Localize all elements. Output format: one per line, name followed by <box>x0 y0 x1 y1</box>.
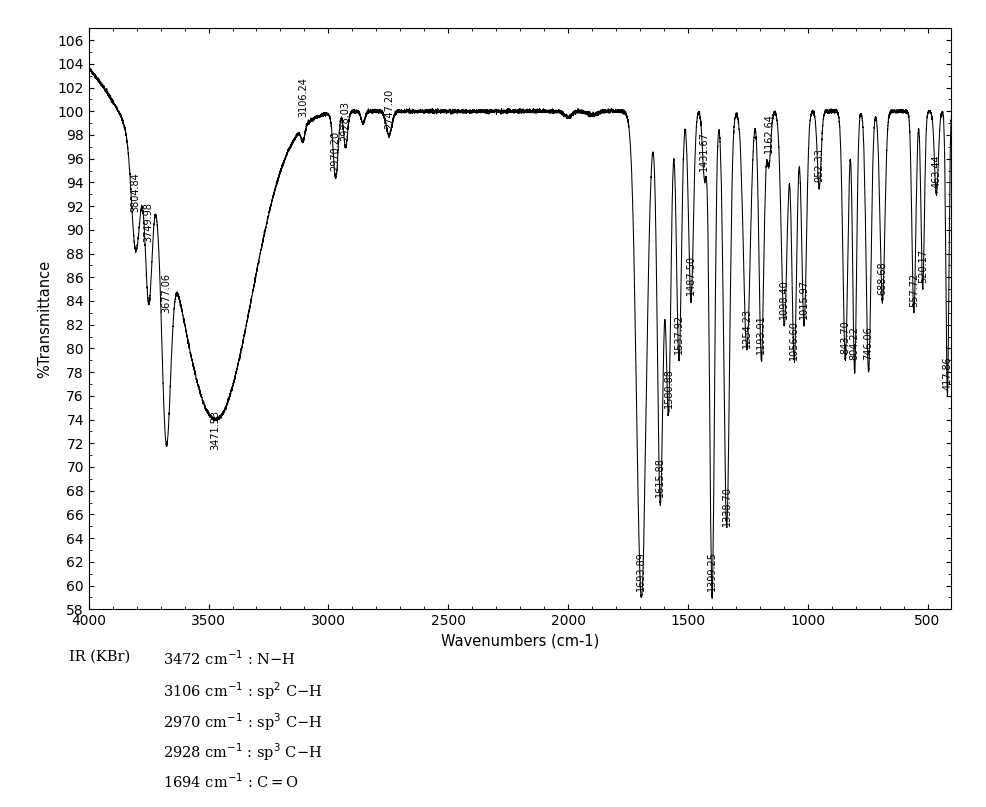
Text: 3749.98: 3749.98 <box>144 202 154 241</box>
Text: IR (KBr): IR (KBr) <box>69 650 130 663</box>
Text: 1431.67: 1431.67 <box>699 131 709 170</box>
Text: 1162.64: 1162.64 <box>764 113 774 153</box>
Text: 1580.88: 1580.88 <box>664 368 673 408</box>
Text: 1399.25: 1399.25 <box>707 551 717 592</box>
Text: 3471.53: 3471.53 <box>210 410 221 450</box>
X-axis label: Wavenumbers (cm-1): Wavenumbers (cm-1) <box>441 633 599 649</box>
Text: 1693.89: 1693.89 <box>636 552 647 592</box>
Text: 1254.23: 1254.23 <box>741 308 751 349</box>
Text: 520.17: 520.17 <box>918 249 928 283</box>
Text: 1338.70: 1338.70 <box>722 487 732 526</box>
Text: 3804.84: 3804.84 <box>130 172 141 212</box>
Text: 952.33: 952.33 <box>814 148 824 182</box>
Text: 3472 cm$^{-1}$ : N$-$H: 3472 cm$^{-1}$ : N$-$H <box>163 650 296 668</box>
Text: 688.68: 688.68 <box>878 261 887 295</box>
Text: 1694 cm$^{-1}$ : C$=$O: 1694 cm$^{-1}$ : C$=$O <box>163 772 299 791</box>
Text: 1098.40: 1098.40 <box>779 279 789 319</box>
Text: 2928.03: 2928.03 <box>340 101 351 141</box>
Text: 1015.97: 1015.97 <box>799 278 809 319</box>
Text: 557.72: 557.72 <box>909 273 919 307</box>
Text: 1615.88: 1615.88 <box>655 457 666 496</box>
Text: 2970 cm$^{-1}$ : sp$^3$ C$-$H: 2970 cm$^{-1}$ : sp$^3$ C$-$H <box>163 711 322 733</box>
Text: 3106 cm$^{-1}$ : sp$^2$ C$-$H: 3106 cm$^{-1}$ : sp$^2$ C$-$H <box>163 680 322 702</box>
Text: 463.44: 463.44 <box>932 155 942 188</box>
Text: 1537.92: 1537.92 <box>673 314 683 354</box>
Y-axis label: %Transmittance: %Transmittance <box>36 260 52 378</box>
Text: 1487.50: 1487.50 <box>686 255 696 295</box>
Text: 746.06: 746.06 <box>864 327 874 360</box>
Text: 1056.60: 1056.60 <box>789 320 799 360</box>
Text: 1193.91: 1193.91 <box>756 315 766 354</box>
Text: 417.86: 417.86 <box>943 356 952 390</box>
Text: 2970.20: 2970.20 <box>330 131 340 170</box>
Text: 804.22: 804.22 <box>850 326 860 360</box>
Text: 2928 cm$^{-1}$ : sp$^3$ C$-$H: 2928 cm$^{-1}$ : sp$^3$ C$-$H <box>163 742 322 763</box>
Text: 2747.20: 2747.20 <box>384 89 394 129</box>
Text: 843.70: 843.70 <box>840 320 850 354</box>
Text: 3106.24: 3106.24 <box>298 77 308 117</box>
Text: 3677.06: 3677.06 <box>161 273 172 313</box>
